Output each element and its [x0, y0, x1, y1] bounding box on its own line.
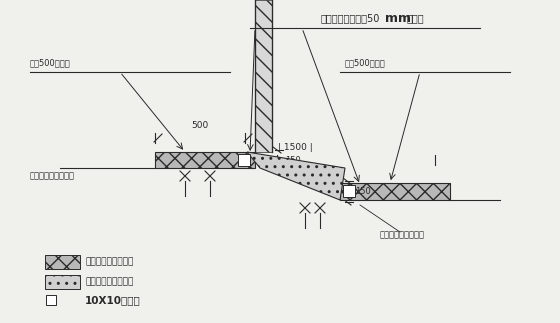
- Text: 放上500控制线: 放上500控制线: [30, 58, 71, 67]
- Text: 10X10的方木: 10X10的方木: [85, 295, 141, 305]
- Text: 第一次浇筑平面垓层: 第一次浇筑平面垓层: [85, 257, 133, 266]
- Text: 阴阳角要控制半径50: 阴阳角要控制半径50: [320, 13, 380, 23]
- Text: 放上500控制线: 放上500控制线: [345, 58, 386, 67]
- Bar: [238, 154, 250, 166]
- Text: 150: 150: [355, 186, 371, 195]
- Text: mm: mm: [385, 12, 411, 25]
- Bar: [46, 295, 56, 305]
- Bar: [45, 275, 80, 289]
- Polygon shape: [247, 152, 345, 200]
- Text: 500: 500: [192, 121, 209, 130]
- Bar: [255, 0, 272, 152]
- Text: 的圆弧: 的圆弧: [407, 13, 424, 23]
- Polygon shape: [340, 183, 450, 200]
- Text: 第二次浇筑斜面垓层: 第二次浇筑斜面垓层: [85, 277, 133, 287]
- Polygon shape: [155, 152, 255, 168]
- Bar: [343, 185, 355, 197]
- Text: 插上钉筋以固定方木: 插上钉筋以固定方木: [30, 171, 75, 180]
- Text: | 1500 |: | 1500 |: [278, 143, 312, 152]
- Text: 150: 150: [285, 155, 301, 164]
- Text: 插上钉筋以固定方木: 插上钉筋以固定方木: [380, 230, 425, 239]
- Bar: [45, 255, 80, 269]
